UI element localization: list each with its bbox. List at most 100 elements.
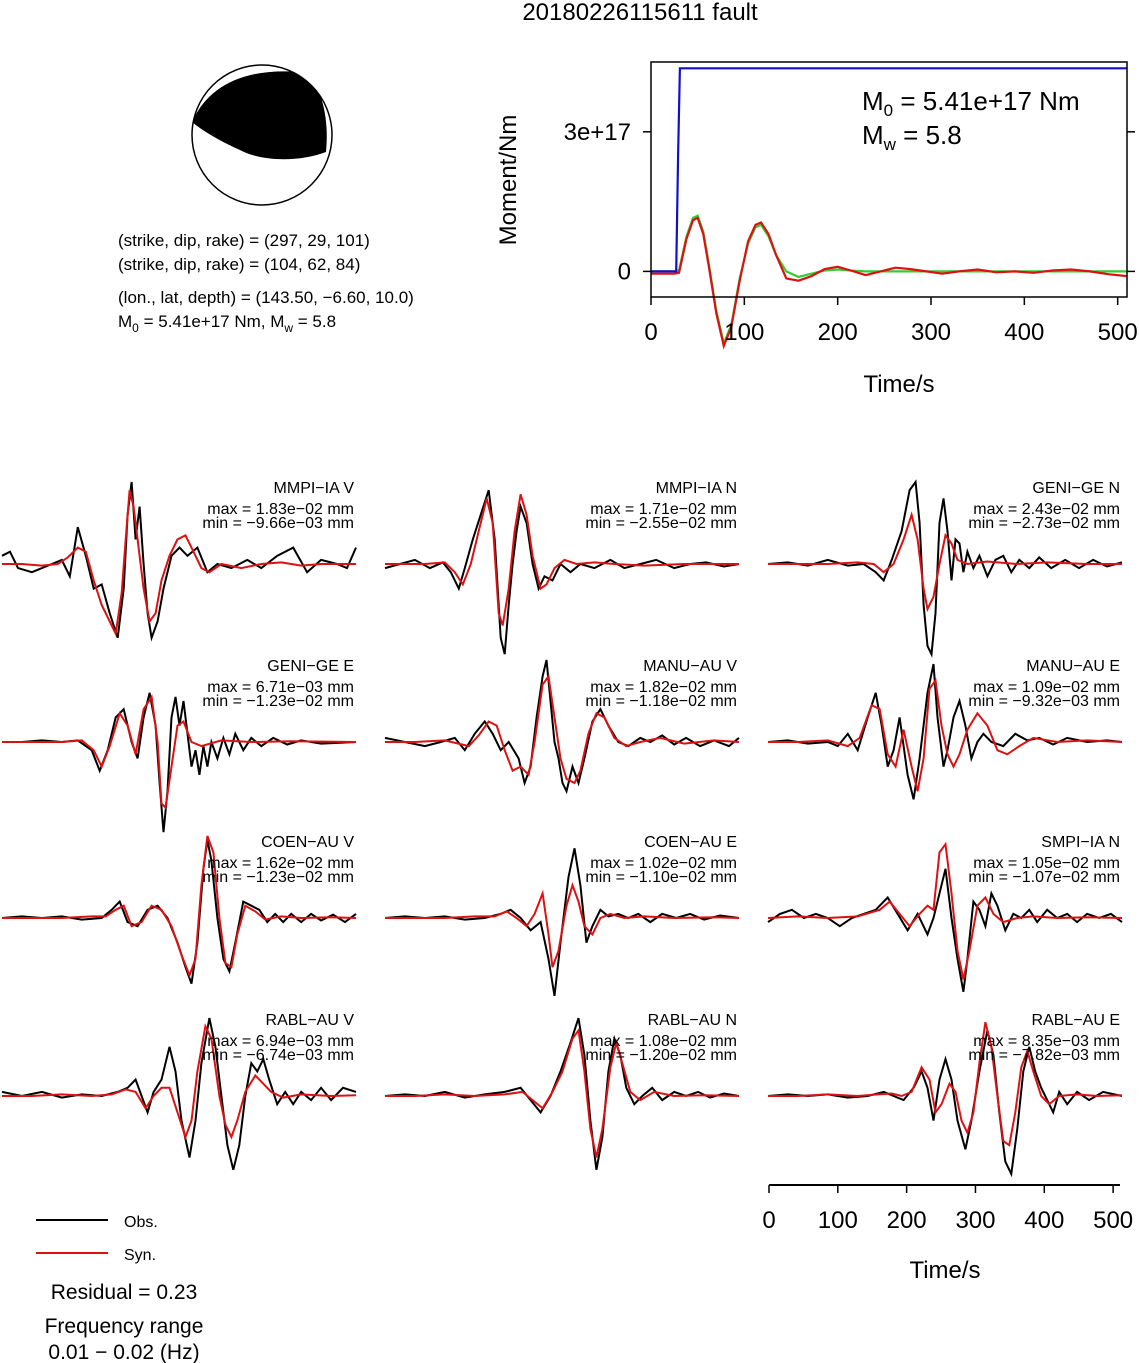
moment-function-chart: 0 100 200 300 400 500 0 3e+17 Time/s Moment/Nm M0 … [495,61,1138,398]
focal-mechanism-beachball [191,64,333,206]
synthetic-trace [385,1027,740,1158]
frequency-range-title: Frequency range [45,1315,204,1338]
stf-y-axis-label: Moment/Nm [495,115,522,246]
synthetic-trace [2,694,357,810]
trace-min-amplitude: min = −1.18e−02 mm [585,693,737,710]
trace-max-amplitude: max = 1.71e−02 mm [590,501,737,518]
stf-x-tick-label: 300 [911,319,951,346]
observed-trace [384,489,740,655]
source-parameters: (strike, dip, rake) = (297, 29, 101) (st… [118,231,414,335]
stf-x-tick-label: 500 [1098,319,1138,346]
stf-annotation-m0-prefix: M [862,86,884,116]
stf-x-tick-label: 100 [724,319,764,346]
synthetic-trace [385,494,739,626]
trace-min-amplitude: min = −9.32e−03 mm [968,693,1120,710]
source-location: (lon., lat, depth) = (143.50, −6.60, 10.… [118,288,414,307]
synthetic-trace [767,841,1123,980]
stf-annotation-m0-value: = 5.41e+17 Nm [893,86,1079,116]
stf-annotation-m0-subscript: 0 [884,101,893,120]
trace-max-amplitude: max = 8.35e−03 mm [973,1033,1120,1050]
stf-plot-frame [650,61,1128,298]
stf-y-tick-label: 0 [618,258,631,285]
synthetic-trace [768,511,1122,613]
synthetic-trace [2,1023,357,1141]
station-component-label: COEN−AU V [261,834,354,851]
trace-min-amplitude: min = −1.10e−02 mm [585,869,737,886]
trace-min-amplitude: min = −2.55e−02 mm [585,515,737,532]
cumulative-moment-line [651,67,1127,273]
residual-text: Residual = 0.23 [51,1281,198,1304]
synthetic-trace [2,835,357,979]
trace-max-amplitude: max = 1.62e−02 mm [207,855,354,872]
frequency-range-value: 0.01 − 0.02 (Hz) [48,1341,199,1363]
stf-y-tick-label: 3e+17 [564,119,631,146]
trace-max-amplitude: max = 1.09e−02 mm [973,679,1120,696]
trace-max-amplitude: max = 1.02e−02 mm [590,855,737,872]
station-component-label: RABL−AU N [648,1012,737,1029]
nodal-plane-1: (strike, dip, rake) = (297, 29, 101) [118,231,370,250]
synthetic-moment-rate-line [651,216,1128,350]
station-component-label: RABL−AU E [1032,1012,1120,1029]
trace-min-amplitude: min = −9.66e−03 mm [202,515,354,532]
station-component-label: RABL−AU V [266,1012,355,1029]
waveform-x-tick-label: 0 [762,1207,775,1234]
beachball-compressional-quadrant [192,71,327,160]
trace-min-amplitude: min = −6.74e−03 mm [202,1047,354,1064]
legend: Obs. Syn. [36,1214,158,1264]
station-component-label: MANU−AU V [643,658,737,675]
station-component-label: COEN−AU E [644,834,737,851]
stf-annotation-mw-value: = 5.8 [896,120,962,150]
nodal-plane-2: (strike, dip, rake) = (104, 62, 84) [118,255,360,274]
trace-min-amplitude: min = −1.23e−02 mm [202,693,354,710]
station-component-label: GENI−GE N [1032,480,1120,497]
waveform-x-tick-label: 200 [887,1207,927,1234]
stf-x-tick-label: 0 [644,319,657,346]
trace-min-amplitude: min = −1.23e−02 mm [202,869,354,886]
synthetic-trace [385,673,740,785]
waveform-x-tick-label: 100 [818,1207,858,1234]
figure-title: 20180226115611 fault [522,0,758,26]
trace-max-amplitude: max = 6.71e−03 mm [207,679,354,696]
trace-min-amplitude: min = −1.20e−02 mm [585,1047,737,1064]
waveform-x-tick-label: 500 [1093,1207,1133,1234]
trace-max-amplitude: max = 1.05e−02 mm [973,855,1120,872]
stf-x-tick-label: 200 [818,319,858,346]
station-component-label: SMPI−IA N [1041,834,1120,851]
stf-annotation-mw: Mw = 5.8 [862,120,962,154]
waveform-x-axis-label: Time/s [909,1257,980,1284]
station-component-label: MMPI−IA N [656,480,737,497]
moment-rate-line [651,214,1127,348]
observed-trace [2,692,357,833]
stf-annotation-mw-prefix: M [862,120,884,150]
trace-min-amplitude: min = −2.73e−02 mm [968,515,1120,532]
observed-trace [384,848,740,997]
trace-max-amplitude: max = 1.82e−02 mm [590,679,737,696]
legend-synthetic-label: Syn. [124,1247,156,1264]
trace-min-amplitude: min = −1.07e−02 mm [968,869,1120,886]
station-component-label: MANU−AU E [1026,658,1120,675]
station-component-label: GENI−GE E [267,658,354,675]
synthetic-trace [2,489,356,638]
observed-trace [767,868,1123,992]
stf-annotation-m0: M0 = 5.41e+17 Nm [862,86,1080,120]
waveform-time-axis: 0 100 200 300 400 500 Time/s [762,1184,1133,1284]
stf-x-axis-label: Time/s [863,371,934,398]
synthetic-trace [768,677,1123,792]
stf-x-tick-label: 400 [1004,319,1044,346]
stf-annotation-mw-subscript: w [883,135,897,154]
trace-max-amplitude: max = 1.83e−02 mm [207,501,354,518]
trace-max-amplitude: max = 1.08e−02 mm [590,1033,737,1050]
